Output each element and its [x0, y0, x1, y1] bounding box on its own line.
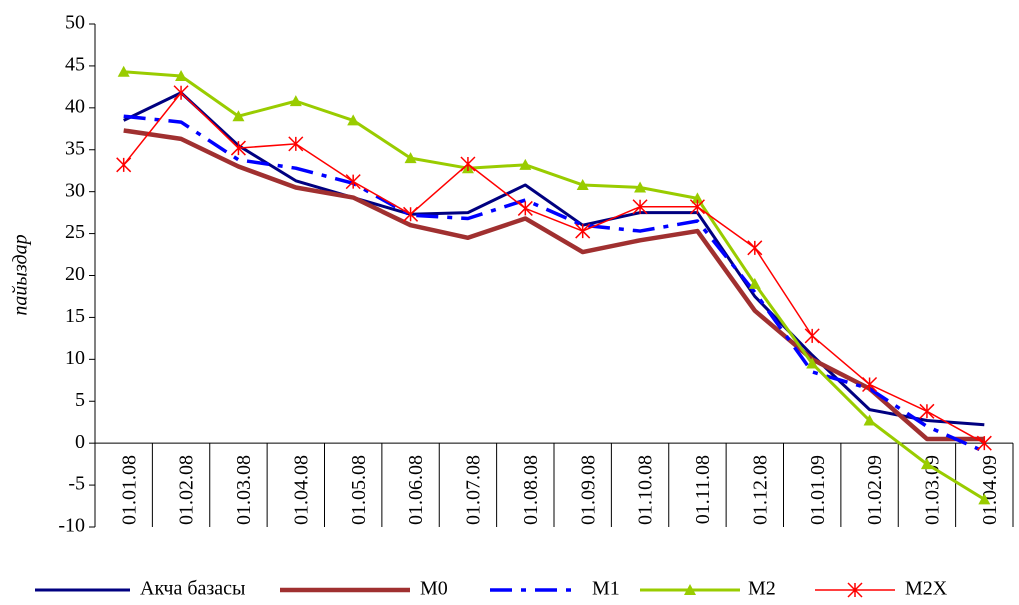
- marker: [691, 192, 704, 204]
- legend-label: M2X: [905, 578, 948, 600]
- marker: [173, 85, 189, 101]
- marker: [347, 114, 360, 126]
- marker: [345, 174, 361, 190]
- y-tick-label: -5: [68, 473, 85, 495]
- y-tick-label: 15: [65, 305, 85, 327]
- marker: [689, 199, 705, 215]
- marker: [404, 152, 417, 164]
- x-tick-label: 01.10.08: [635, 455, 657, 525]
- x-tick-label: 01.05.08: [348, 455, 370, 525]
- marker: [978, 493, 991, 505]
- legend-label: Акча базасы: [140, 578, 245, 600]
- marker: [289, 95, 302, 107]
- series-line: [123, 70, 986, 501]
- y-tick-label: 40: [65, 95, 85, 117]
- legend-label: M2: [748, 578, 776, 600]
- marker: [806, 357, 819, 369]
- marker: [575, 223, 591, 239]
- x-tick-label: 01.03.08: [233, 455, 255, 525]
- series: [116, 85, 992, 451]
- marker: [804, 328, 820, 344]
- marker: [919, 403, 935, 419]
- marker: [862, 376, 878, 393]
- y-tick-label: 5: [75, 389, 85, 411]
- y-tick-label: 20: [65, 263, 85, 285]
- series: [123, 128, 985, 442]
- marker: [403, 206, 419, 222]
- marker: [634, 181, 647, 193]
- x-tick-label: 01.11.08: [692, 455, 714, 524]
- marker: [116, 157, 132, 173]
- marker: [519, 158, 532, 170]
- series-line: [123, 114, 986, 454]
- marker: [863, 414, 876, 426]
- x-tick-label: 01.06.08: [405, 455, 427, 525]
- series-line: [123, 91, 985, 444]
- legend-label: M1: [592, 578, 620, 600]
- marker: [117, 65, 130, 77]
- x-tick-label: 01.08.08: [520, 455, 542, 525]
- marker: [175, 69, 188, 81]
- x-tick-label: 01.09.08: [577, 455, 599, 525]
- marker: [920, 458, 933, 470]
- y-tick-label: -10: [58, 515, 85, 537]
- y-tick-label: 25: [65, 221, 85, 243]
- marker: [747, 240, 763, 256]
- x-tick-label: 01.02.09: [864, 455, 886, 525]
- y-tick-label: 30: [65, 179, 85, 201]
- marker: [232, 110, 245, 122]
- y-tick-label: 45: [65, 54, 85, 76]
- y-tick-label: 35: [65, 137, 85, 159]
- y-axis-label: пайыздар: [10, 234, 32, 315]
- y-tick-label: 50: [65, 12, 85, 34]
- marker: [632, 199, 648, 215]
- marker: [230, 140, 246, 156]
- marker: [684, 584, 696, 595]
- legend-label: M0: [420, 578, 448, 600]
- series-line: [123, 91, 985, 427]
- marker: [576, 178, 589, 190]
- marker: [976, 435, 992, 451]
- marker: [517, 200, 533, 216]
- marker: [847, 582, 863, 598]
- series: [123, 91, 985, 427]
- y-tick-label: 0: [75, 431, 85, 453]
- x-tick-label: 01.12.08: [749, 455, 771, 525]
- y-tick-label: 10: [65, 347, 85, 369]
- x-tick-label: 01.04.08: [290, 455, 312, 525]
- series: [117, 65, 991, 505]
- x-tick-label: 01.01.09: [807, 455, 829, 525]
- marker: [460, 156, 476, 172]
- x-tick-label: 01.04.09: [979, 455, 1001, 525]
- series-line: [123, 128, 985, 442]
- marker: [748, 277, 761, 289]
- x-tick-label: 01.02.08: [176, 455, 198, 525]
- marker: [288, 136, 304, 152]
- series: [123, 114, 986, 454]
- x-tick-label: 01.01.08: [118, 455, 140, 525]
- x-tick-label: 01.07.08: [463, 455, 485, 525]
